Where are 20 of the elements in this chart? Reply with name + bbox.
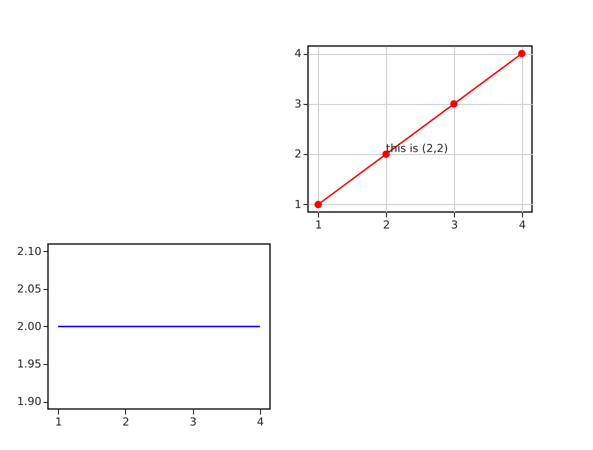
x-tick-label: 2 (383, 218, 390, 232)
y-tick-label: 2.05 (17, 282, 42, 296)
y-tick-label: 2.00 (17, 320, 42, 333)
y-tick-label: 1.95 (17, 358, 42, 370)
y-tick-label: 2.10 (17, 245, 42, 258)
x-tick-label: 1 (315, 218, 322, 232)
x-tick-label: 3 (190, 416, 197, 428)
x-tick-label: 3 (450, 218, 458, 232)
y-tick-label: 2 (294, 148, 302, 161)
y-tick-label: 1 (294, 198, 302, 211)
point (518, 50, 526, 58)
y-tick-label: 1.90 (17, 395, 42, 408)
point (314, 200, 322, 208)
x-tick-label: 4 (518, 218, 526, 232)
x-tick-label: 1 (55, 416, 62, 428)
point (450, 100, 458, 108)
y-tick-label: 3 (294, 97, 302, 110)
x-tick-label: 4 (256, 416, 264, 428)
y-tick-label: 4 (294, 47, 302, 60)
x-tick-label: 2 (122, 416, 130, 428)
